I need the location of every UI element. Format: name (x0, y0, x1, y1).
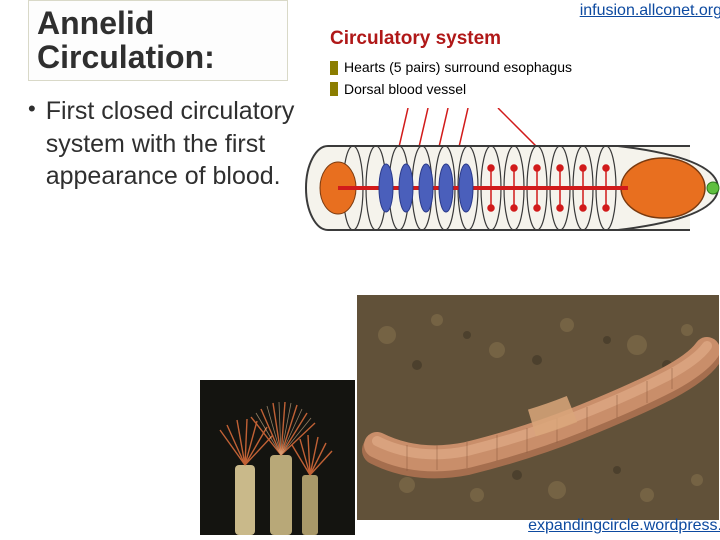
tail-icon (707, 182, 719, 194)
page-title: Annelid Circulation: (37, 7, 279, 74)
source-link-top[interactable]: infusion.allconet.org (580, 2, 720, 20)
worm-anatomy-diagram (298, 108, 720, 263)
diagram-legend: Hearts (5 pairs) surround esophagus Dors… (330, 58, 572, 101)
gut-icon (621, 158, 705, 218)
title-box: Annelid Circulation: (28, 0, 288, 81)
tubeworm-photo (200, 380, 355, 535)
legend-swatch-icon (330, 82, 338, 96)
earthworm-photo (357, 295, 719, 520)
bullet-text: First closed circulatory system with the… (46, 95, 298, 193)
bullet-list: • First closed circulatory system with t… (28, 95, 298, 193)
legend-label: Dorsal blood vessel (344, 80, 466, 100)
source-link-bottom[interactable]: expandingcircle.wordpress. (528, 517, 720, 535)
slide: Annelid Circulation: • First closed circ… (0, 0, 720, 540)
legend-item: Hearts (5 pairs) surround esophagus (330, 58, 572, 78)
legend-item: Dorsal blood vessel (330, 80, 572, 100)
legend-label: Hearts (5 pairs) surround esophagus (344, 58, 572, 78)
list-item: • First closed circulatory system with t… (28, 95, 298, 193)
legend-swatch-icon (330, 61, 338, 75)
bullet-dot-icon: • (28, 95, 36, 124)
diagram-heading: Circulatory system (330, 28, 501, 50)
